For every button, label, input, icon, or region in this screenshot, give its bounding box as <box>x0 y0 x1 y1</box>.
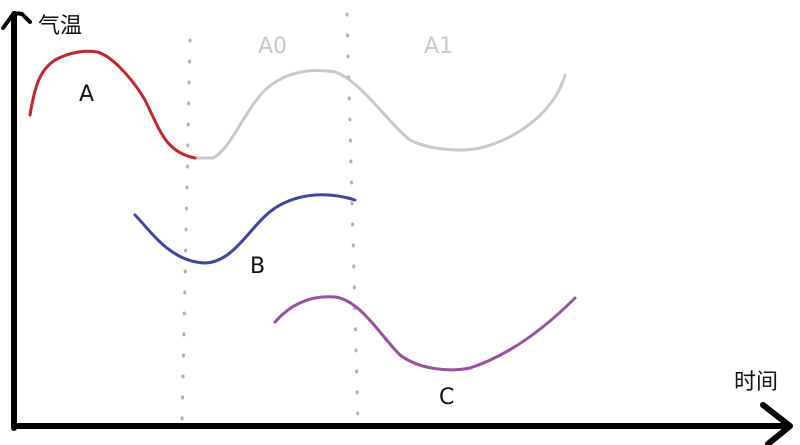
period-a0-label: A0 <box>258 34 288 59</box>
x-axis-label: 时间 <box>734 370 779 395</box>
guide-line-2 <box>345 12 360 427</box>
curve-b <box>133 193 357 265</box>
curve-b-label: B <box>250 254 266 279</box>
y-axis-arrowhead <box>1 11 32 30</box>
curve-a-label: A <box>79 82 95 107</box>
guide-line-1 <box>180 38 192 427</box>
curve-c-label: C <box>439 385 455 410</box>
period-a1-label: A1 <box>424 34 454 59</box>
curve-c <box>273 295 577 372</box>
curve-continuation-gray <box>193 69 567 160</box>
y-axis-label: 气温 <box>38 14 83 39</box>
x-axis-arrowhead <box>760 402 793 445</box>
curve-a <box>28 49 197 160</box>
